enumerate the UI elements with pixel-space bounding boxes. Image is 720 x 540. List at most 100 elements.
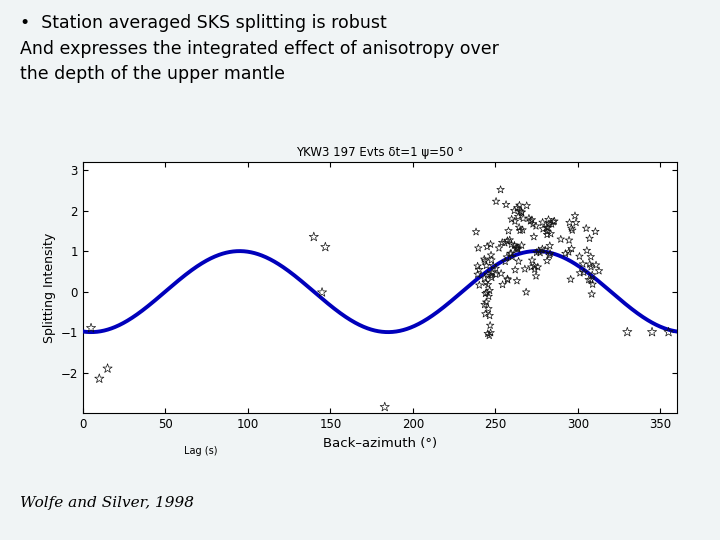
Point	[379, 403, 390, 411]
Point	[574, 269, 585, 278]
Point	[544, 251, 555, 260]
Point	[482, 280, 494, 289]
Text: And expresses the integrated effect of anisotropy over
the depth of the upper ma: And expresses the integrated effect of a…	[20, 40, 499, 83]
Point	[480, 278, 492, 287]
Point	[490, 270, 502, 279]
Point	[544, 241, 556, 250]
Point	[545, 230, 557, 238]
Point	[567, 226, 578, 234]
Point	[543, 220, 554, 228]
Point	[516, 208, 528, 217]
Point	[517, 226, 528, 234]
Point	[505, 249, 517, 258]
Point	[570, 218, 582, 227]
Point	[581, 246, 593, 255]
Point	[503, 227, 514, 235]
Text: Lag (s): Lag (s)	[184, 446, 217, 456]
Point	[577, 260, 589, 268]
Point	[542, 224, 554, 232]
Point	[510, 266, 521, 274]
Point	[481, 261, 492, 270]
Point	[502, 275, 513, 284]
Point	[541, 256, 553, 265]
Point	[487, 261, 499, 270]
Point	[472, 262, 483, 271]
Point	[500, 257, 511, 266]
Point	[528, 233, 539, 241]
Point	[479, 255, 490, 264]
Point	[511, 276, 523, 285]
Point	[482, 305, 494, 313]
Point	[585, 253, 597, 261]
Point	[486, 256, 498, 265]
Point	[495, 185, 506, 194]
Point	[574, 252, 585, 261]
Point	[513, 212, 524, 221]
Point	[584, 234, 595, 243]
Point	[500, 200, 512, 209]
Point	[566, 224, 577, 233]
Point	[482, 329, 493, 338]
Point	[547, 218, 559, 226]
Point	[482, 270, 493, 279]
Point	[483, 292, 495, 301]
Point	[485, 321, 496, 330]
Point	[506, 253, 518, 261]
Point	[587, 280, 598, 289]
Point	[484, 312, 495, 320]
Point	[502, 237, 513, 245]
Point	[559, 249, 571, 258]
Point	[514, 207, 526, 215]
Point	[316, 288, 328, 297]
Point	[527, 220, 539, 228]
Point	[502, 275, 513, 284]
Point	[513, 257, 524, 266]
Point	[585, 276, 597, 285]
Point	[94, 374, 105, 383]
Point	[584, 260, 595, 268]
Point	[85, 323, 96, 332]
Point	[521, 201, 533, 210]
Point	[514, 226, 526, 235]
Point	[512, 245, 523, 254]
Point	[546, 220, 557, 228]
Point	[549, 217, 560, 226]
Point	[578, 268, 590, 276]
Point	[536, 245, 548, 253]
Point	[621, 328, 633, 336]
Point	[663, 328, 675, 336]
Point	[539, 246, 551, 254]
Point	[516, 241, 527, 249]
Point	[590, 261, 602, 269]
Point	[479, 300, 490, 309]
Point	[526, 256, 538, 265]
Point	[485, 328, 496, 337]
Point	[593, 267, 605, 275]
Point	[523, 214, 535, 222]
Point	[543, 215, 554, 224]
Point	[480, 289, 491, 298]
Point	[521, 288, 532, 296]
Point	[647, 328, 658, 336]
Point	[509, 217, 521, 226]
Point	[470, 227, 482, 236]
Point	[490, 264, 501, 273]
Point	[102, 364, 113, 373]
Point	[484, 286, 495, 295]
Point	[555, 235, 567, 244]
Point	[533, 246, 544, 255]
Point	[532, 263, 544, 272]
Point	[531, 248, 542, 257]
Point	[505, 240, 517, 249]
Point	[541, 230, 553, 239]
Point	[526, 263, 537, 272]
Point	[485, 271, 497, 280]
Point	[587, 271, 598, 279]
Point	[483, 331, 495, 340]
Point	[511, 243, 523, 252]
Point	[320, 243, 331, 252]
Point	[529, 265, 541, 274]
X-axis label: Back–azimuth (°): Back–azimuth (°)	[323, 436, 437, 449]
Point	[518, 214, 529, 222]
Point	[472, 244, 484, 253]
